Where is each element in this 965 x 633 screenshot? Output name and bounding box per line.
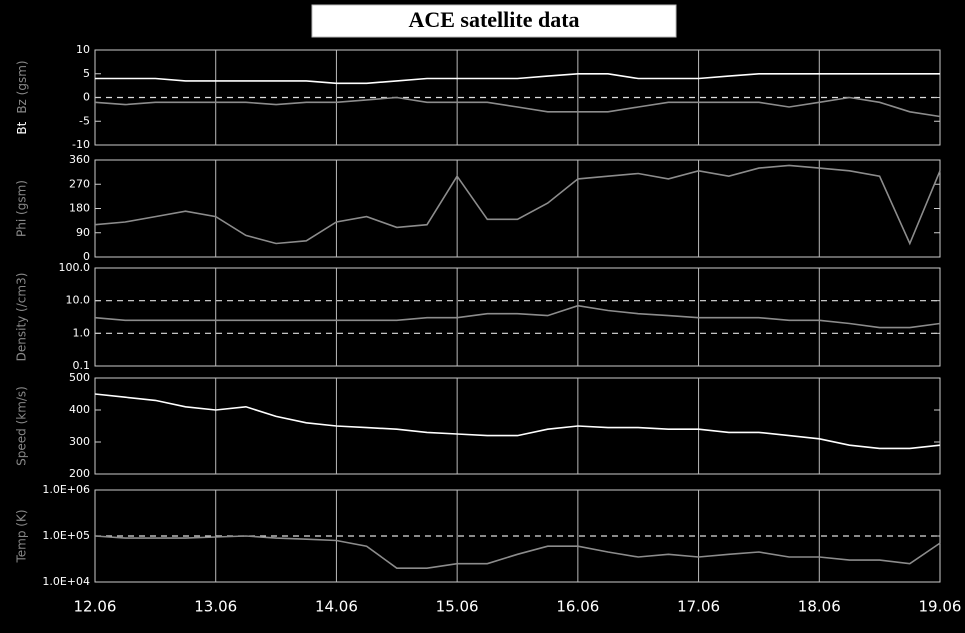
- y-tick-label: 1.0E+05: [42, 529, 90, 542]
- y-axis-label-part: Bt: [15, 121, 29, 134]
- series-line: [94, 393, 941, 450]
- y-tick-label: 0.1: [73, 359, 91, 372]
- y-axis-label: Density (/cm3): [15, 273, 29, 362]
- y-axis-label: Temp (K): [15, 509, 29, 563]
- x-tick-label: 17.06: [677, 598, 720, 616]
- x-tick-label: 13.06: [194, 598, 237, 616]
- y-tick-label: 360: [69, 153, 90, 166]
- y-axis-label: Speed (km/s): [15, 386, 29, 466]
- panel-frame: [94, 267, 941, 367]
- y-axis-label-part: Bz (gsm): [15, 60, 29, 113]
- y-axis-label: Bt Bz (gsm): [15, 60, 29, 134]
- y-tick-label: 5: [83, 67, 90, 80]
- y-tick-label: 90: [76, 226, 90, 239]
- y-tick-label: -10: [72, 138, 90, 151]
- y-tick-label: 200: [69, 467, 90, 480]
- y-tick-label: 270: [69, 177, 90, 190]
- y-tick-label: 1.0: [73, 326, 91, 339]
- panel-frame: [94, 377, 941, 475]
- y-tick-label: 100.0: [59, 261, 91, 274]
- y-tick-label: 180: [69, 202, 90, 215]
- y-tick-label: 0: [83, 91, 90, 104]
- y-tick-label: 300: [69, 435, 90, 448]
- x-tick-label: 15.06: [436, 598, 479, 616]
- y-tick-label: 500: [69, 371, 90, 384]
- x-tick-label: 18.06: [798, 598, 841, 616]
- series-line: [94, 535, 941, 569]
- series-line: [94, 304, 941, 329]
- x-tick-label: 12.06: [74, 598, 117, 616]
- x-tick-label: 16.06: [556, 598, 599, 616]
- series-line: [95, 73, 940, 85]
- y-axis-label: Phi (gsm): [15, 180, 29, 237]
- y-tick-label: 1.0E+06: [42, 483, 90, 496]
- y-tick-label: 10: [76, 43, 90, 56]
- x-tick-label: 14.06: [315, 598, 358, 616]
- y-tick-label: 1.0E+04: [42, 575, 90, 588]
- y-tick-label: 10.0: [66, 294, 91, 307]
- y-tick-label: 0: [83, 250, 90, 263]
- chart-title: ACE satellite data: [408, 7, 579, 32]
- x-tick-label: 19.06: [919, 598, 962, 616]
- y-tick-label: 400: [69, 403, 90, 416]
- series-line: [94, 96, 941, 118]
- series-line: [94, 164, 941, 246]
- title-box: [311, 4, 677, 38]
- panel-frame: [94, 159, 941, 258]
- y-tick-label: -5: [79, 114, 90, 127]
